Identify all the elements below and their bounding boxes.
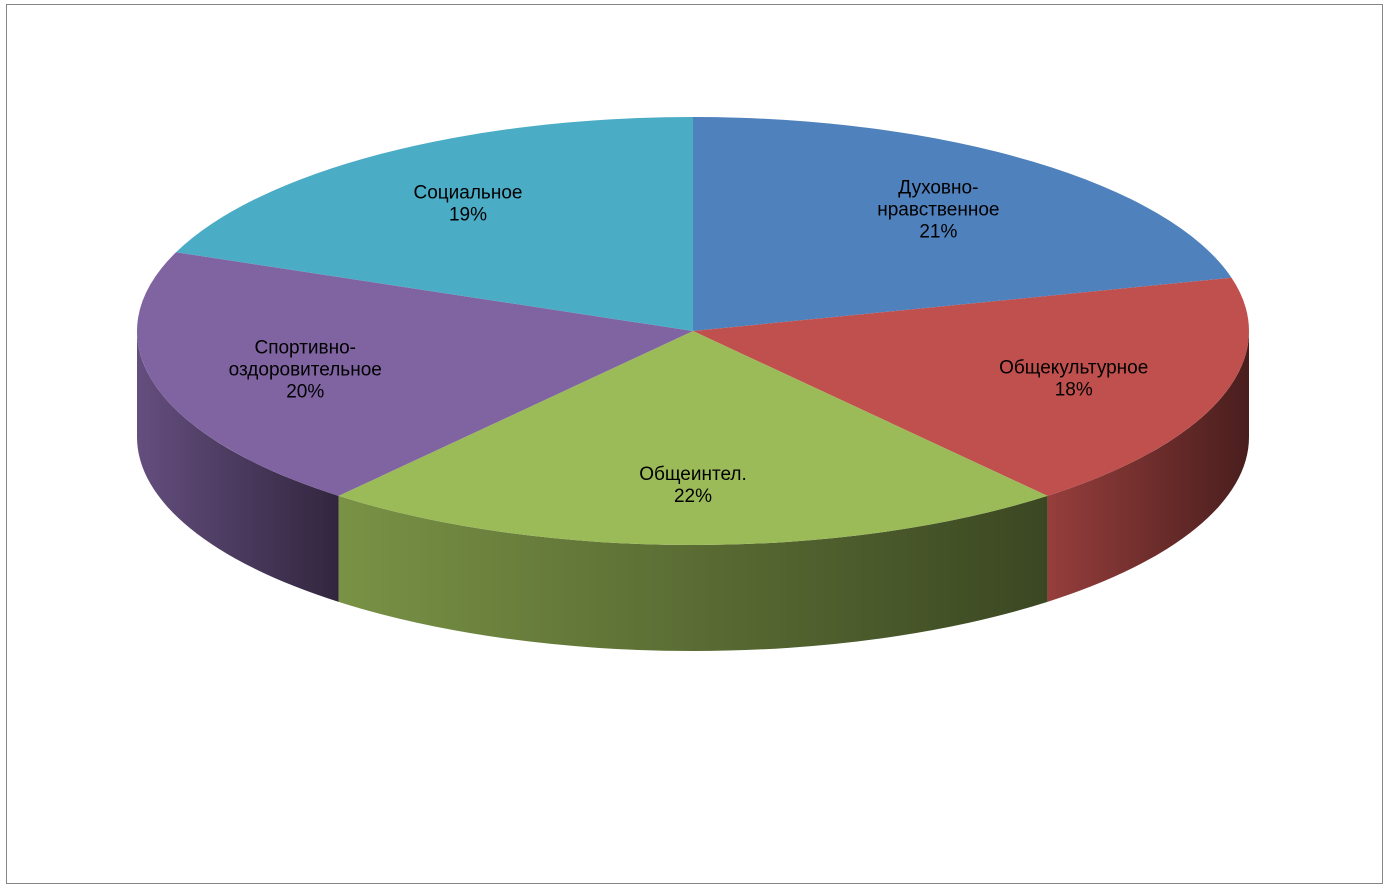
pie-side-4 <box>137 331 339 602</box>
pie-slice-3 <box>338 331 1048 545</box>
slice-category-label: Духовно- <box>898 177 978 198</box>
slice-category-label: Общекультурное <box>999 358 1148 379</box>
pie-side-3 <box>338 495 1048 651</box>
slice-category-label: Социальное <box>414 183 523 204</box>
slice-category-label: нравственное <box>877 199 999 220</box>
slice-percent-label: 18% <box>1055 380 1093 401</box>
pie-slice-5 <box>176 117 693 331</box>
pie-slice-4 <box>137 252 693 496</box>
slice-category-label: Спортивно- <box>254 337 356 358</box>
pie-slice-1 <box>693 117 1232 331</box>
slice-percent-label: 19% <box>449 205 487 226</box>
slice-category-label: Общеинтел. <box>639 464 747 485</box>
slice-category-label: оздоровительное <box>229 359 382 380</box>
pie-side-2 <box>1047 331 1249 602</box>
pie-slice-2 <box>693 277 1249 496</box>
slice-percent-label: 20% <box>286 381 324 402</box>
slice-percent-label: 22% <box>674 486 712 507</box>
slice-percent-label: 21% <box>919 221 957 242</box>
